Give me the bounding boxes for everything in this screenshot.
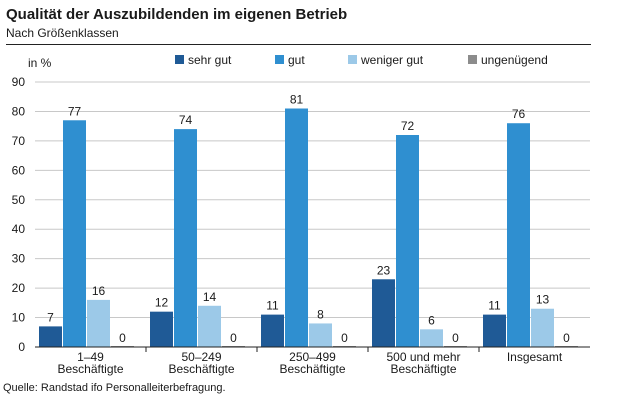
- legend-label: gut: [288, 53, 305, 67]
- bar: [285, 108, 308, 347]
- data-label: 11: [266, 299, 279, 313]
- x-tick-label: 1–49: [77, 350, 104, 364]
- y-tick-label: 60: [12, 163, 26, 177]
- y-tick-label: 50: [12, 193, 26, 207]
- data-label: 0: [230, 331, 237, 345]
- x-tick-label: Beschäftigte: [390, 362, 456, 376]
- gridlines: [35, 81, 590, 319]
- y-axis: 0 10 20 30 40 50 60 70 80 90: [12, 75, 26, 354]
- legend-label: weniger gut: [360, 53, 424, 67]
- data-label: 14: [203, 290, 217, 304]
- data-label: 0: [452, 331, 459, 345]
- y-tick-label: 0: [18, 340, 25, 354]
- data-label: 8: [317, 307, 324, 321]
- x-tick-label: Beschäftigte: [57, 362, 123, 376]
- y-tick-label: 20: [12, 281, 26, 295]
- data-label: 7: [47, 310, 54, 324]
- data-label: 76: [512, 107, 526, 121]
- x-tick-label: Insgesamt: [507, 350, 563, 364]
- y-tick-label: 10: [12, 311, 26, 325]
- bar: [174, 129, 197, 347]
- y-tick-label: 70: [12, 134, 26, 148]
- legend-label: ungenügend: [481, 53, 548, 67]
- data-label: 11: [488, 299, 501, 313]
- data-label: 77: [68, 104, 82, 118]
- chart-title: Qualität der Auszubildenden im eigenen B…: [6, 6, 348, 23]
- data-label: 0: [563, 331, 570, 345]
- bar: [420, 329, 443, 347]
- source-note: Quelle: Randstad ifo Personalleiterbefra…: [3, 382, 226, 394]
- data-label: 6: [428, 313, 435, 327]
- legend-swatch: [468, 55, 477, 64]
- bar: [309, 323, 332, 347]
- y-tick-label: 30: [12, 252, 26, 266]
- y-tick-label: 90: [12, 75, 26, 89]
- bar: [261, 314, 284, 347]
- bar: [87, 299, 110, 347]
- data-label: 72: [401, 119, 415, 133]
- x-tick-label: 50–249: [181, 350, 221, 364]
- bar: [396, 135, 419, 347]
- x-axis: 1–49Beschäftigte50–249Beschäftigte250–49…: [35, 346, 590, 376]
- legend-swatch: [348, 55, 357, 64]
- bar: [483, 314, 506, 347]
- legend-label: sehr gut: [188, 53, 232, 67]
- bar: [372, 279, 395, 347]
- bar: [63, 120, 86, 348]
- y-tick-label: 40: [12, 222, 26, 236]
- data-label: 74: [179, 113, 193, 127]
- legend-swatch: [175, 55, 184, 64]
- data-label: 13: [536, 293, 550, 307]
- y-tick-label: 80: [12, 104, 26, 118]
- y-axis-label: in %: [28, 56, 52, 70]
- legend-swatch: [275, 55, 284, 64]
- legend: sehr gut gut weniger gut ungenügend: [175, 53, 548, 67]
- data-label: 16: [92, 284, 106, 298]
- bar: [39, 326, 62, 347]
- data-label: 12: [155, 296, 169, 310]
- data-label: 0: [119, 331, 126, 345]
- data-label: 23: [377, 263, 391, 277]
- bar: [531, 308, 554, 347]
- x-tick-label: 500 und mehr: [386, 350, 460, 364]
- bar: [198, 305, 221, 347]
- data-label: 81: [290, 93, 304, 107]
- bar: [507, 123, 530, 347]
- x-tick-label: Beschäftigte: [279, 362, 345, 376]
- x-tick-label: Beschäftigte: [168, 362, 234, 376]
- chart-subtitle: Nach Größenklassen: [6, 26, 119, 40]
- bar: [150, 311, 173, 347]
- x-tick-label: 250–499: [289, 350, 336, 364]
- title-divider: [6, 44, 591, 45]
- data-label: 0: [341, 331, 348, 345]
